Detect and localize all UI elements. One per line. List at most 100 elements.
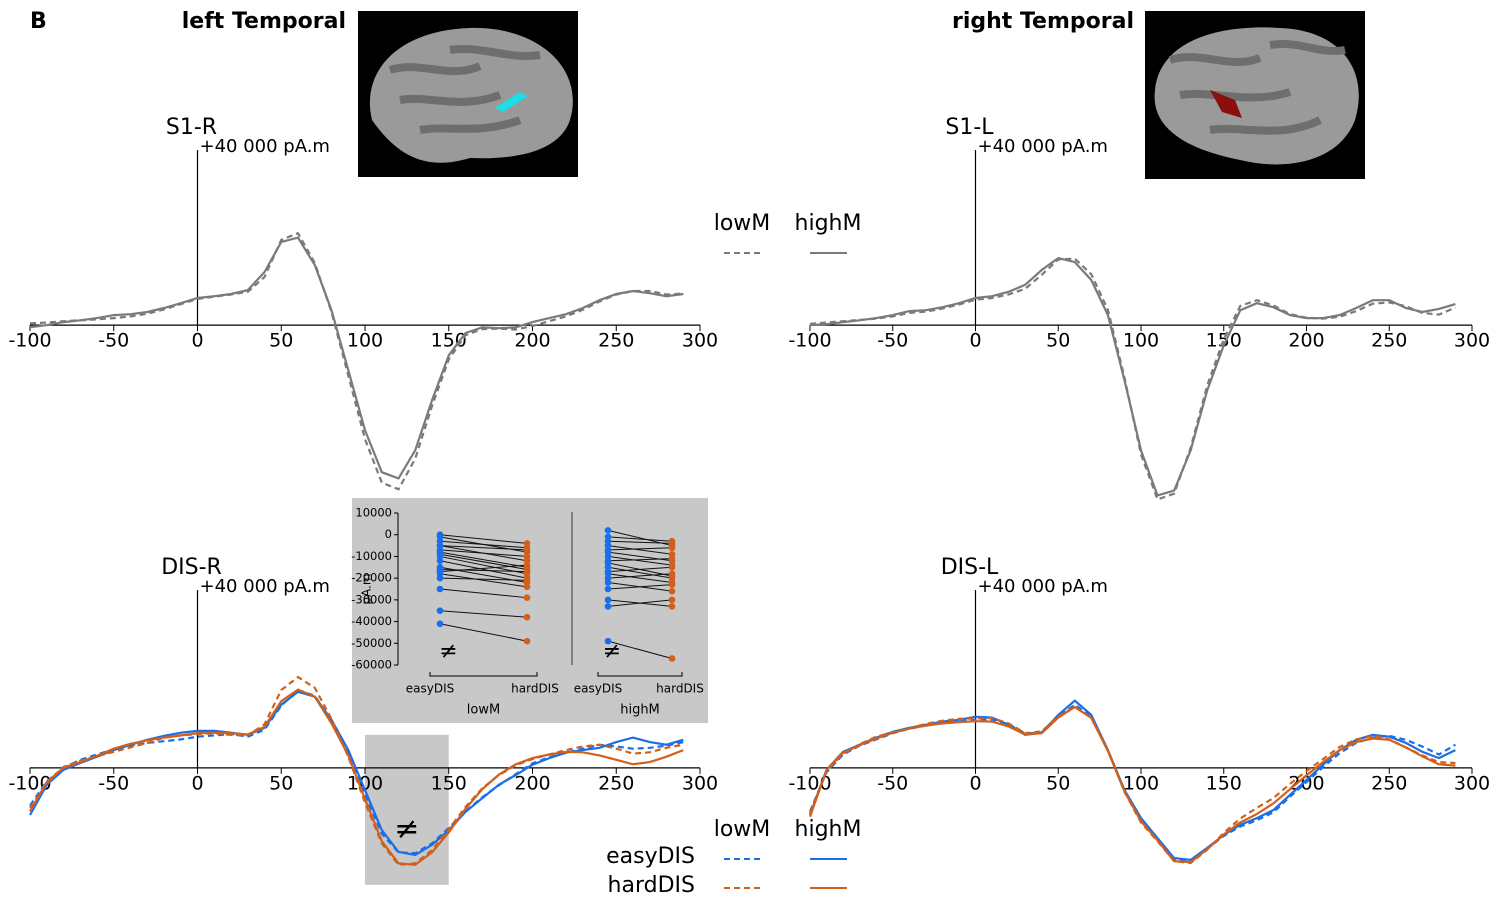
chart-title: DIS-L — [941, 555, 999, 580]
group-annotation: ≠ — [439, 639, 457, 664]
x-tick-label: 150 — [431, 772, 467, 794]
group-label: lowM — [467, 703, 500, 718]
x-tick-label: 250 — [1371, 330, 1407, 352]
x-tick-label: 100 — [1123, 772, 1159, 794]
x-tick-label: 250 — [598, 772, 634, 794]
subject-point — [604, 596, 612, 604]
series-line — [29, 231, 684, 491]
pair-line — [439, 534, 528, 544]
x-tick-label: 250 — [598, 330, 634, 352]
pair-line — [607, 551, 673, 562]
x-tick-label: 250 — [1371, 772, 1407, 794]
y-tick-label: -10000 — [351, 549, 392, 563]
subject-point — [436, 574, 444, 582]
legend-header: lowM — [714, 211, 771, 236]
x-tick-label: 50 — [1046, 772, 1070, 794]
subject-point — [604, 579, 612, 586]
subject-point — [668, 572, 676, 580]
category-label: easyDIS — [574, 682, 623, 696]
subject-point — [604, 585, 612, 593]
group-label: highM — [620, 703, 660, 718]
legend-header: highM — [795, 817, 862, 842]
pair-line — [607, 540, 673, 544]
series-line — [809, 257, 1456, 501]
y-axis-label: pA.m — [360, 573, 374, 604]
pair-line — [439, 560, 528, 579]
subject-point — [668, 655, 676, 662]
subject-point — [436, 550, 444, 558]
pair-line — [439, 588, 528, 599]
subject-point — [436, 620, 444, 628]
x-tick-label: 0 — [969, 772, 981, 794]
y-tick-label: 0 — [385, 527, 392, 541]
subject-point — [668, 557, 676, 565]
subject-point — [523, 613, 531, 621]
legend-header: highM — [795, 211, 862, 236]
subject-point — [604, 603, 612, 610]
subject-point — [436, 585, 444, 593]
subject-point — [523, 637, 531, 645]
y-tick-label: -20000 — [351, 571, 392, 585]
x-tick-label: 50 — [269, 772, 293, 794]
x-tick-label: 300 — [682, 330, 718, 352]
x-tick-label: 100 — [1123, 330, 1159, 352]
pair-line — [607, 640, 673, 659]
subject-point — [523, 577, 531, 584]
pair-line — [607, 599, 673, 607]
pair-line — [439, 573, 528, 588]
scale-label: +40 000 pA.m — [978, 136, 1108, 157]
subject-point — [523, 594, 531, 601]
subject-point — [668, 563, 676, 571]
x-tick-label: 300 — [1454, 772, 1490, 794]
x-tick-label: 150 — [1206, 772, 1242, 794]
chart-title: S1-L — [945, 115, 994, 140]
pair-line — [439, 540, 528, 549]
x-tick-label: -50 — [98, 330, 129, 352]
category-label: hardDIS — [511, 682, 559, 696]
inset-background — [352, 498, 708, 723]
x-tick-label: -50 — [877, 772, 908, 794]
subject-point — [668, 596, 676, 604]
x-tick-label: 0 — [191, 330, 203, 352]
subject-point — [604, 527, 612, 534]
subject-point — [436, 607, 444, 615]
region-title: left Temporal — [182, 9, 346, 34]
pair-line — [439, 549, 528, 557]
series-line — [808, 705, 1456, 864]
series-line — [808, 703, 1456, 862]
pair-line — [607, 555, 673, 566]
subject-point — [668, 581, 676, 588]
chart-title: S1-R — [166, 115, 217, 140]
group-bracket — [597, 672, 683, 677]
x-tick-label: 150 — [1206, 330, 1242, 352]
pair-line — [439, 568, 528, 573]
subject-point — [604, 637, 612, 645]
pair-line — [607, 545, 673, 555]
brain-image-left — [358, 11, 578, 177]
pair-line — [439, 564, 528, 573]
pair-line — [439, 551, 528, 568]
subject-point — [668, 537, 676, 545]
pair-line — [607, 573, 673, 583]
series-line — [809, 256, 1456, 497]
highlight-label: ≠ — [394, 811, 419, 846]
subject-point — [604, 548, 612, 556]
group-annotation: ≠ — [603, 639, 621, 664]
pair-line — [607, 562, 673, 577]
x-tick-label: 200 — [514, 772, 550, 794]
subject-point — [523, 566, 531, 573]
x-tick-label: 200 — [1288, 330, 1324, 352]
x-tick-label: -100 — [788, 330, 831, 352]
x-tick-label: -100 — [8, 330, 51, 352]
subject-point — [604, 559, 612, 567]
pair-line — [439, 577, 528, 581]
category-label: easyDIS — [406, 682, 455, 696]
subject-point — [523, 546, 531, 554]
legend-header: lowM — [714, 817, 771, 842]
subject-point — [523, 553, 531, 560]
x-tick-label: 50 — [1046, 330, 1070, 352]
y-tick-label: -40000 — [351, 614, 392, 628]
scale-label: +40 000 pA.m — [200, 136, 330, 157]
subject-point — [436, 557, 444, 565]
x-tick-label: -50 — [877, 330, 908, 352]
